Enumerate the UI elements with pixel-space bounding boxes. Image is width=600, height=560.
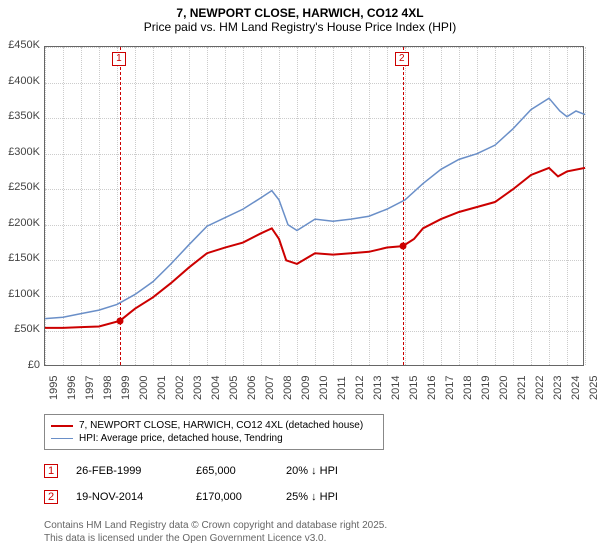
event-marker-box: 1 — [112, 52, 126, 66]
xtick-label: 2006 — [246, 376, 258, 400]
gridline-v — [585, 47, 586, 365]
ytick-label: £100K — [2, 288, 40, 300]
xtick-label: 2005 — [228, 376, 240, 400]
ytick-label: £300K — [2, 146, 40, 158]
legend-swatch — [51, 438, 73, 439]
xtick-label: 2016 — [426, 376, 438, 400]
xtick-label: 2002 — [174, 376, 186, 400]
chart-plot-area — [44, 46, 584, 366]
transaction-marker — [399, 243, 406, 250]
ytick-label: £350K — [2, 110, 40, 122]
ytick-label: £400K — [2, 75, 40, 87]
transaction-date: 19-NOV-2014 — [76, 491, 196, 503]
xtick-label: 2004 — [210, 376, 222, 400]
ytick-label: £200K — [2, 217, 40, 229]
transaction-marker — [116, 317, 123, 324]
footnote-line1: Contains HM Land Registry data © Crown c… — [44, 520, 387, 533]
xtick-label: 2011 — [336, 376, 348, 400]
xtick-label: 2010 — [318, 376, 330, 400]
xtick-label: 2020 — [498, 376, 510, 400]
ytick-label: £250K — [2, 181, 40, 193]
xtick-label: 2000 — [138, 376, 150, 400]
xtick-label: 2021 — [516, 376, 528, 400]
ytick-label: £50K — [2, 323, 40, 335]
footnote-line2: This data is licensed under the Open Gov… — [44, 533, 387, 546]
event-marker-box: 2 — [395, 52, 409, 66]
ytick-label: £150K — [2, 252, 40, 264]
transaction-price: £65,000 — [196, 465, 286, 477]
xtick-label: 1997 — [84, 376, 96, 400]
xtick-label: 2007 — [264, 376, 276, 400]
transaction-hpi: 25% ↓ HPI — [286, 491, 386, 503]
xtick-label: 1996 — [66, 376, 78, 400]
xtick-label: 2024 — [570, 376, 582, 400]
series-hpi — [45, 98, 585, 318]
chart-title-line2: Price paid vs. HM Land Registry's House … — [0, 20, 600, 38]
ytick-label: £450K — [2, 39, 40, 51]
legend-item: HPI: Average price, detached house, Tend… — [51, 432, 377, 445]
transaction-hpi: 20% ↓ HPI — [286, 465, 386, 477]
transaction-num-box: 1 — [44, 464, 58, 478]
xtick-label: 2014 — [390, 376, 402, 400]
ytick-label: £0 — [2, 359, 40, 371]
xtick-label: 2019 — [480, 376, 492, 400]
legend-swatch — [51, 425, 73, 427]
legend-label: 7, NEWPORT CLOSE, HARWICH, CO12 4XL (det… — [79, 420, 363, 431]
xtick-label: 1998 — [102, 376, 114, 400]
xtick-label: 2003 — [192, 376, 204, 400]
xtick-label: 2013 — [372, 376, 384, 400]
transaction-row: 1 26-FEB-1999£65,00020% ↓ HPI — [44, 464, 386, 478]
chart-legend: 7, NEWPORT CLOSE, HARWICH, CO12 4XL (det… — [44, 414, 384, 450]
series-svg — [45, 47, 585, 367]
transaction-num-box: 2 — [44, 490, 58, 504]
xtick-label: 2012 — [354, 376, 366, 400]
xtick-label: 2001 — [156, 376, 168, 400]
xtick-label: 2018 — [462, 376, 474, 400]
xtick-label: 2009 — [300, 376, 312, 400]
footnote: Contains HM Land Registry data © Crown c… — [44, 520, 387, 545]
xtick-label: 1999 — [120, 376, 132, 400]
xtick-label: 2023 — [552, 376, 564, 400]
xtick-label: 2017 — [444, 376, 456, 400]
legend-item: 7, NEWPORT CLOSE, HARWICH, CO12 4XL (det… — [51, 419, 377, 432]
series-price_paid — [45, 168, 585, 328]
xtick-label: 2015 — [408, 376, 420, 400]
chart-title-line1: 7, NEWPORT CLOSE, HARWICH, CO12 4XL — [0, 0, 600, 20]
transaction-price: £170,000 — [196, 491, 286, 503]
xtick-label: 2022 — [534, 376, 546, 400]
xtick-label: 2025 — [588, 376, 600, 400]
xtick-label: 2008 — [282, 376, 294, 400]
transaction-date: 26-FEB-1999 — [76, 465, 196, 477]
legend-label: HPI: Average price, detached house, Tend… — [79, 433, 283, 444]
xtick-label: 1995 — [48, 376, 60, 400]
transaction-row: 2 19-NOV-2014£170,00025% ↓ HPI — [44, 490, 386, 504]
